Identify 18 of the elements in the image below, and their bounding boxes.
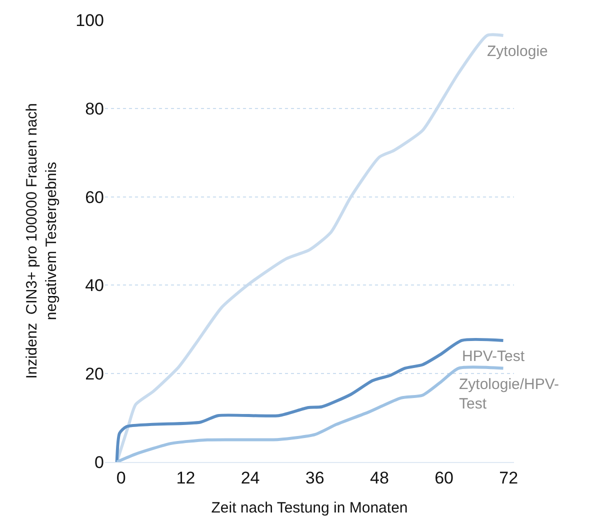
x-tick-label: 12 — [176, 468, 196, 488]
y-tick-label: 0 — [94, 452, 104, 472]
y-tick-label: 80 — [85, 99, 104, 118]
x-tick-label: 24 — [240, 468, 260, 488]
y-tick-label: 100 — [76, 10, 104, 30]
x-tick-label: 60 — [434, 468, 454, 488]
x-tick-label: 48 — [370, 468, 389, 488]
y-tick-label: 20 — [85, 364, 104, 384]
series-label: HPV-Test — [462, 348, 526, 365]
x-axis-title: Zeit nach Testung in Monaten — [211, 499, 408, 516]
series-label: Zytologie — [487, 43, 548, 60]
x-tick-label: 72 — [499, 468, 518, 488]
y-tick-label: 60 — [85, 188, 104, 207]
series-label: Zytologie/HPV-Test — [459, 376, 560, 412]
x-tick-label: 36 — [305, 468, 324, 488]
y-tick-label: 40 — [85, 276, 104, 296]
y-axis-title: Inzidenz CIN3+ pro 100000 Frauen nach negativem Testergebnis — [23, 103, 60, 379]
x-tick-label: 0 — [116, 468, 126, 488]
